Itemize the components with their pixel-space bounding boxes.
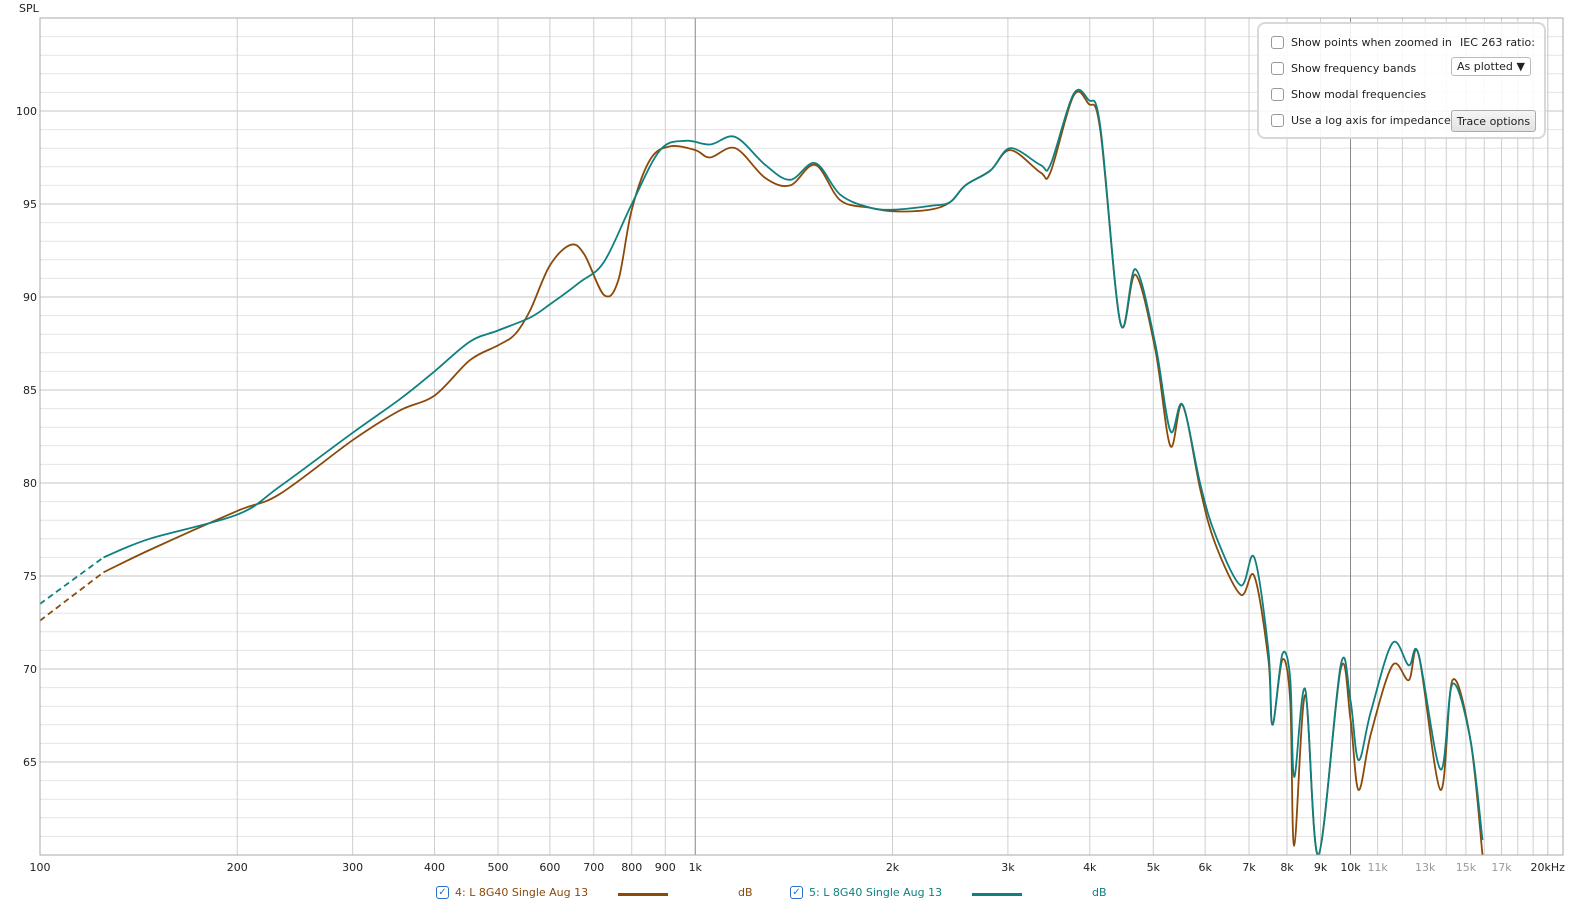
- x-tick-label: 20kHz: [1531, 861, 1566, 874]
- x-tick-label: 4k: [1083, 861, 1097, 874]
- checkbox[interactable]: [1271, 88, 1284, 101]
- x-tick-label: 6k: [1198, 861, 1212, 874]
- x-tick-label: 10k: [1340, 861, 1361, 874]
- legend-item-series-4[interactable]: ✓ 4: L 8G40 Single Aug 13: [436, 886, 588, 899]
- x-tick-label: 2k: [886, 861, 900, 874]
- legend: ✓ 4: L 8G40 Single Aug 13 dB ✓ 5: L 8G40 S…: [0, 886, 1583, 904]
- x-tick-label: 100: [30, 861, 51, 874]
- x-tick-label: 13k: [1415, 861, 1436, 874]
- y-tick-label: 85: [23, 384, 37, 397]
- legend-unit: dB: [738, 886, 753, 899]
- legend-item-series-5[interactable]: ✓ 5: L 8G40 Single Aug 13: [790, 886, 942, 899]
- x-tick-label: 9k: [1314, 861, 1328, 874]
- grid: [39, 17, 1563, 856]
- x-tick-label: 200: [227, 861, 248, 874]
- plot-frame: [39, 17, 1564, 856]
- x-tick-label: 600: [539, 861, 560, 874]
- y-tick-label: 90: [23, 291, 37, 304]
- option-label: Use a log axis for impedance: [1291, 114, 1451, 127]
- checkbox-checked-icon[interactable]: ✓: [436, 886, 449, 899]
- x-tick-label: 700: [583, 861, 604, 874]
- show-points-option[interactable]: Show points when zoomed in: [1271, 36, 1452, 49]
- y-tick-label: 100: [16, 105, 37, 118]
- iec-ratio-select[interactable]: As plotted ▼: [1451, 57, 1531, 76]
- x-tick-label: 3k: [1001, 861, 1015, 874]
- checkbox-checked-icon[interactable]: ✓: [790, 886, 803, 899]
- y-tick-label: 95: [23, 198, 37, 211]
- x-tick-label: 800: [621, 861, 642, 874]
- x-tick-label: 15k: [1456, 861, 1477, 874]
- x-tick-label: 900: [655, 861, 676, 874]
- series-4-dashed-line: [40, 571, 105, 622]
- iec-ratio-label: IEC 263 ratio:: [1460, 36, 1535, 49]
- options-panel: Show points when zoomed in Show frequenc…: [1257, 22, 1546, 139]
- show-modal-option[interactable]: Show modal frequencies: [1271, 88, 1426, 101]
- log-impedance-option[interactable]: Use a log axis for impedance: [1271, 114, 1451, 127]
- y-tick-label: 65: [23, 756, 37, 769]
- x-tick-label: 1k: [689, 861, 703, 874]
- y-tick-label: 70: [23, 663, 37, 676]
- legend-swatch: [972, 893, 1022, 896]
- checkbox[interactable]: [1271, 62, 1284, 75]
- x-tick-label: 5k: [1147, 861, 1161, 874]
- y-axis-label: SPL: [19, 2, 40, 15]
- axes: 100 200 300 400 500 600 700 800 900 1k 2k 3k 4k 5k 6k 7…: [16, 17, 1566, 874]
- checkbox[interactable]: [1271, 36, 1284, 49]
- x-tick-label: 7k: [1242, 861, 1256, 874]
- legend-unit: dB: [1092, 886, 1107, 899]
- series-5-dashed-line: [40, 556, 105, 605]
- dropdown-arrow-icon: ▼: [1516, 60, 1525, 73]
- show-bands-option[interactable]: Show frequency bands: [1271, 62, 1416, 75]
- checkbox[interactable]: [1271, 114, 1284, 127]
- select-value: As plotted: [1457, 60, 1513, 73]
- x-tick-label: 300: [342, 861, 363, 874]
- x-tick-label: 17k: [1491, 861, 1512, 874]
- series-5-line: [103, 88, 1484, 855]
- x-tick-label: 11k: [1367, 861, 1388, 874]
- series-4-line: [103, 90, 1484, 855]
- legend-swatch: [618, 893, 668, 896]
- option-label: Show points when zoomed in: [1291, 36, 1452, 49]
- x-tick-label: 500: [488, 861, 509, 874]
- y-tick-label: 80: [23, 477, 37, 490]
- legend-label: 4: L 8G40 Single Aug 13: [455, 886, 589, 899]
- legend-label: 5: L 8G40 Single Aug 13: [809, 886, 943, 899]
- x-tick-label: 400: [424, 861, 445, 874]
- y-tick-label: 75: [23, 570, 37, 583]
- trace-options-button[interactable]: Trace options: [1451, 110, 1536, 132]
- series-layer: [40, 88, 1484, 855]
- option-label: Show modal frequencies: [1291, 88, 1427, 101]
- option-label: Show frequency bands: [1291, 62, 1417, 75]
- x-tick-label: 8k: [1280, 861, 1294, 874]
